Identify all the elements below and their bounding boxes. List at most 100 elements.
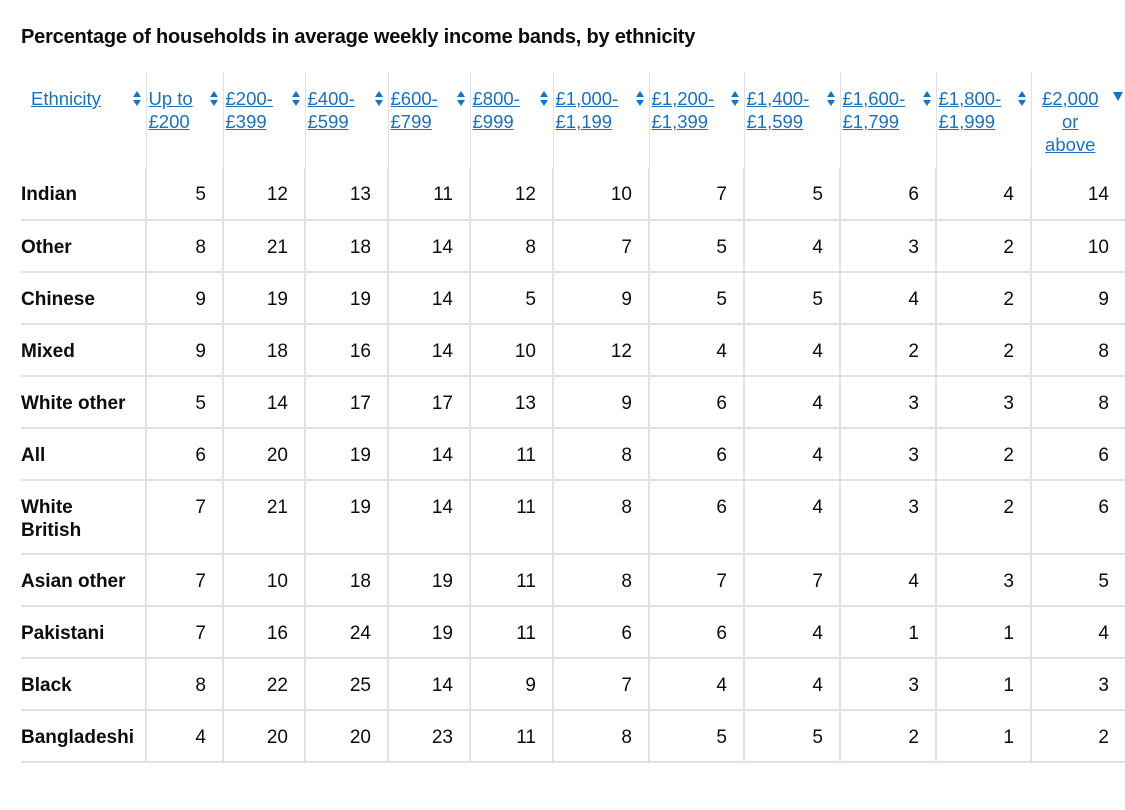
table-cell: 8: [1030, 376, 1125, 429]
table-cell: 21: [222, 220, 305, 273]
table-row: Bangladeshi 4 20 20 23 11 8 5 5 2 1 2: [21, 710, 1125, 763]
column-header-link[interactable]: £1,600- £1,799: [842, 88, 906, 132]
table-cell: 2: [839, 710, 936, 763]
column-header-9: £1,600- £1,799: [839, 72, 936, 168]
table-cell: 2: [839, 324, 936, 377]
sort-both-icon: [291, 88, 301, 110]
column-header-link[interactable]: £1,200- £1,399: [651, 88, 715, 132]
table-cell: 4: [743, 606, 840, 659]
table-cell: 14: [387, 658, 470, 711]
table-cell: 4: [839, 272, 936, 325]
table-cell: 6: [648, 428, 744, 481]
sort-both-icon: [1017, 88, 1027, 110]
sort-button[interactable]: £2,000 or above: [1034, 87, 1123, 156]
table-cell: 22: [222, 658, 305, 711]
column-header-3: £400- £599: [304, 72, 388, 168]
sort-button[interactable]: Ethnicity: [31, 87, 144, 110]
table-cell: 19: [387, 554, 470, 607]
table-cell: 14: [387, 480, 470, 555]
table-cell: 8: [1030, 324, 1125, 377]
table-cell: 11: [469, 554, 553, 607]
row-label: Other: [21, 220, 146, 273]
table-cell: 7: [648, 168, 744, 221]
column-header-link[interactable]: £600- £799: [390, 88, 438, 132]
sort-button[interactable]: £1,600- £1,799: [843, 87, 934, 133]
sort-both-icon: [922, 88, 932, 110]
table-cell: 4: [743, 376, 840, 429]
table-cell: 4: [743, 220, 840, 273]
column-header-2: £200- £399: [222, 72, 305, 168]
table-cell: 19: [304, 428, 388, 481]
table-row: White other 5 14 17 17 13 9 6 4 3 3 8: [21, 376, 1125, 429]
column-header-link[interactable]: £200- £399: [225, 88, 273, 132]
sort-button[interactable]: Up to £200: [149, 87, 221, 133]
sort-both-icon: [132, 88, 142, 110]
table-row: Other 8 21 18 14 8 7 5 4 3 2 10: [21, 220, 1125, 273]
sort-both-icon: [826, 88, 836, 110]
table-cell: 18: [304, 554, 388, 607]
table-cell: 8: [145, 658, 223, 711]
sort-descending-icon: [1113, 92, 1123, 101]
sort-button[interactable]: £600- £799: [391, 87, 468, 133]
table-cell: 3: [1030, 658, 1125, 711]
column-header-link[interactable]: £1,400- £1,599: [746, 88, 810, 132]
table-cell: 19: [304, 480, 388, 555]
column-header-link[interactable]: £400- £599: [307, 88, 355, 132]
table-cell: 6: [648, 606, 744, 659]
table-cell: 14: [1030, 168, 1125, 221]
column-header-link[interactable]: £1,800- £1,999: [938, 88, 1002, 132]
table-row: Chinese 9 19 19 14 5 9 5 5 4 2 9: [21, 272, 1125, 325]
table-cell: 17: [387, 376, 470, 429]
table-cell: 4: [743, 658, 840, 711]
table-cell: 9: [145, 324, 223, 377]
table-cell: 13: [469, 376, 553, 429]
column-header-link[interactable]: £800- £999: [472, 88, 520, 132]
table-cell: 11: [387, 168, 470, 221]
table-cell: 11: [469, 710, 553, 763]
column-header-0: Ethnicity: [21, 72, 146, 168]
sort-button[interactable]: £800- £999: [473, 87, 551, 133]
table-cell: 6: [145, 428, 223, 481]
sort-button[interactable]: £1,800- £1,999: [939, 87, 1029, 133]
table-cell: 3: [839, 428, 936, 481]
table-cell: 6: [648, 376, 744, 429]
table-cell: 19: [222, 272, 305, 325]
table-cell: 14: [222, 376, 305, 429]
table-cell: 7: [552, 220, 649, 273]
table-cell: 8: [145, 220, 223, 273]
column-header-8: £1,400- £1,599: [743, 72, 840, 168]
column-header-4: £600- £799: [387, 72, 470, 168]
income-table: Ethnicity Up to £200 £200- £399 £400- £599 £…: [21, 72, 1125, 763]
sort-button[interactable]: £400- £599: [308, 87, 386, 133]
table-cell: 14: [387, 324, 470, 377]
table-cell: 7: [552, 658, 649, 711]
table-cell: 2: [935, 220, 1031, 273]
table-cell: 5: [1030, 554, 1125, 607]
table-cell: 11: [469, 606, 553, 659]
table-cell: 19: [387, 606, 470, 659]
sort-button[interactable]: £1,400- £1,599: [747, 87, 838, 133]
column-header-link[interactable]: Up to £200: [148, 88, 193, 132]
table-cell: 11: [469, 480, 553, 555]
sort-both-icon: [635, 88, 645, 110]
table-cell: 4: [648, 658, 744, 711]
table-cell: 2: [1030, 710, 1125, 763]
table-cell: 8: [552, 554, 649, 607]
sort-button[interactable]: £1,000- £1,199: [556, 87, 647, 133]
sort-button[interactable]: £1,200- £1,399: [652, 87, 742, 133]
table-cell: 14: [387, 220, 470, 273]
table-cell: 16: [222, 606, 305, 659]
header-row: Ethnicity Up to £200 £200- £399 £400- £599 £…: [21, 72, 1125, 168]
table-cell: 8: [552, 480, 649, 555]
sort-both-icon: [730, 88, 740, 110]
column-header-link[interactable]: £2,000 or above: [1041, 88, 1099, 155]
table-cell: 2: [935, 428, 1031, 481]
column-header-link[interactable]: Ethnicity: [31, 88, 101, 109]
sort-button[interactable]: £200- £399: [226, 87, 303, 133]
table-cell: 20: [222, 710, 305, 763]
table-cell: 6: [1030, 428, 1125, 481]
column-header-10: £1,800- £1,999: [935, 72, 1031, 168]
table-cell: 14: [387, 272, 470, 325]
table-cell: 13: [304, 168, 388, 221]
column-header-link[interactable]: £1,000- £1,199: [555, 88, 619, 132]
